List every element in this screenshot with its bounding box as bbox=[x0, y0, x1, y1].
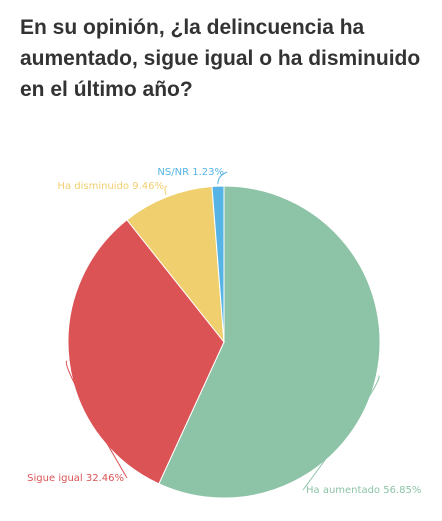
leader-line bbox=[217, 171, 228, 185]
slice-label: Ha aumentado 56.85% bbox=[306, 485, 421, 496]
pie-slice-ha-aumentado bbox=[158, 185, 381, 499]
slice-labels: Ha aumentado 56.85% Sigue igual 32.46% Ha … bbox=[27, 167, 421, 496]
pie-slice-sigue-igual bbox=[67, 219, 225, 485]
pie-slice-ns-nr bbox=[211, 185, 225, 343]
chart-title: En su opinión, ¿la delincuencia ha aumen… bbox=[20, 16, 421, 101]
leader-line bbox=[302, 375, 380, 491]
pie-slices bbox=[67, 185, 381, 499]
label-leader-lines bbox=[65, 171, 380, 491]
slice-label: Ha disminuido 9.46% bbox=[57, 181, 164, 192]
leader-line bbox=[65, 360, 128, 479]
slice-label: NS/NR 1.23% bbox=[157, 167, 224, 178]
pie-slice-ha-disminuido bbox=[126, 185, 225, 344]
leader-line bbox=[164, 185, 168, 196]
slice-label: Sigue igual 32.46% bbox=[27, 473, 124, 484]
